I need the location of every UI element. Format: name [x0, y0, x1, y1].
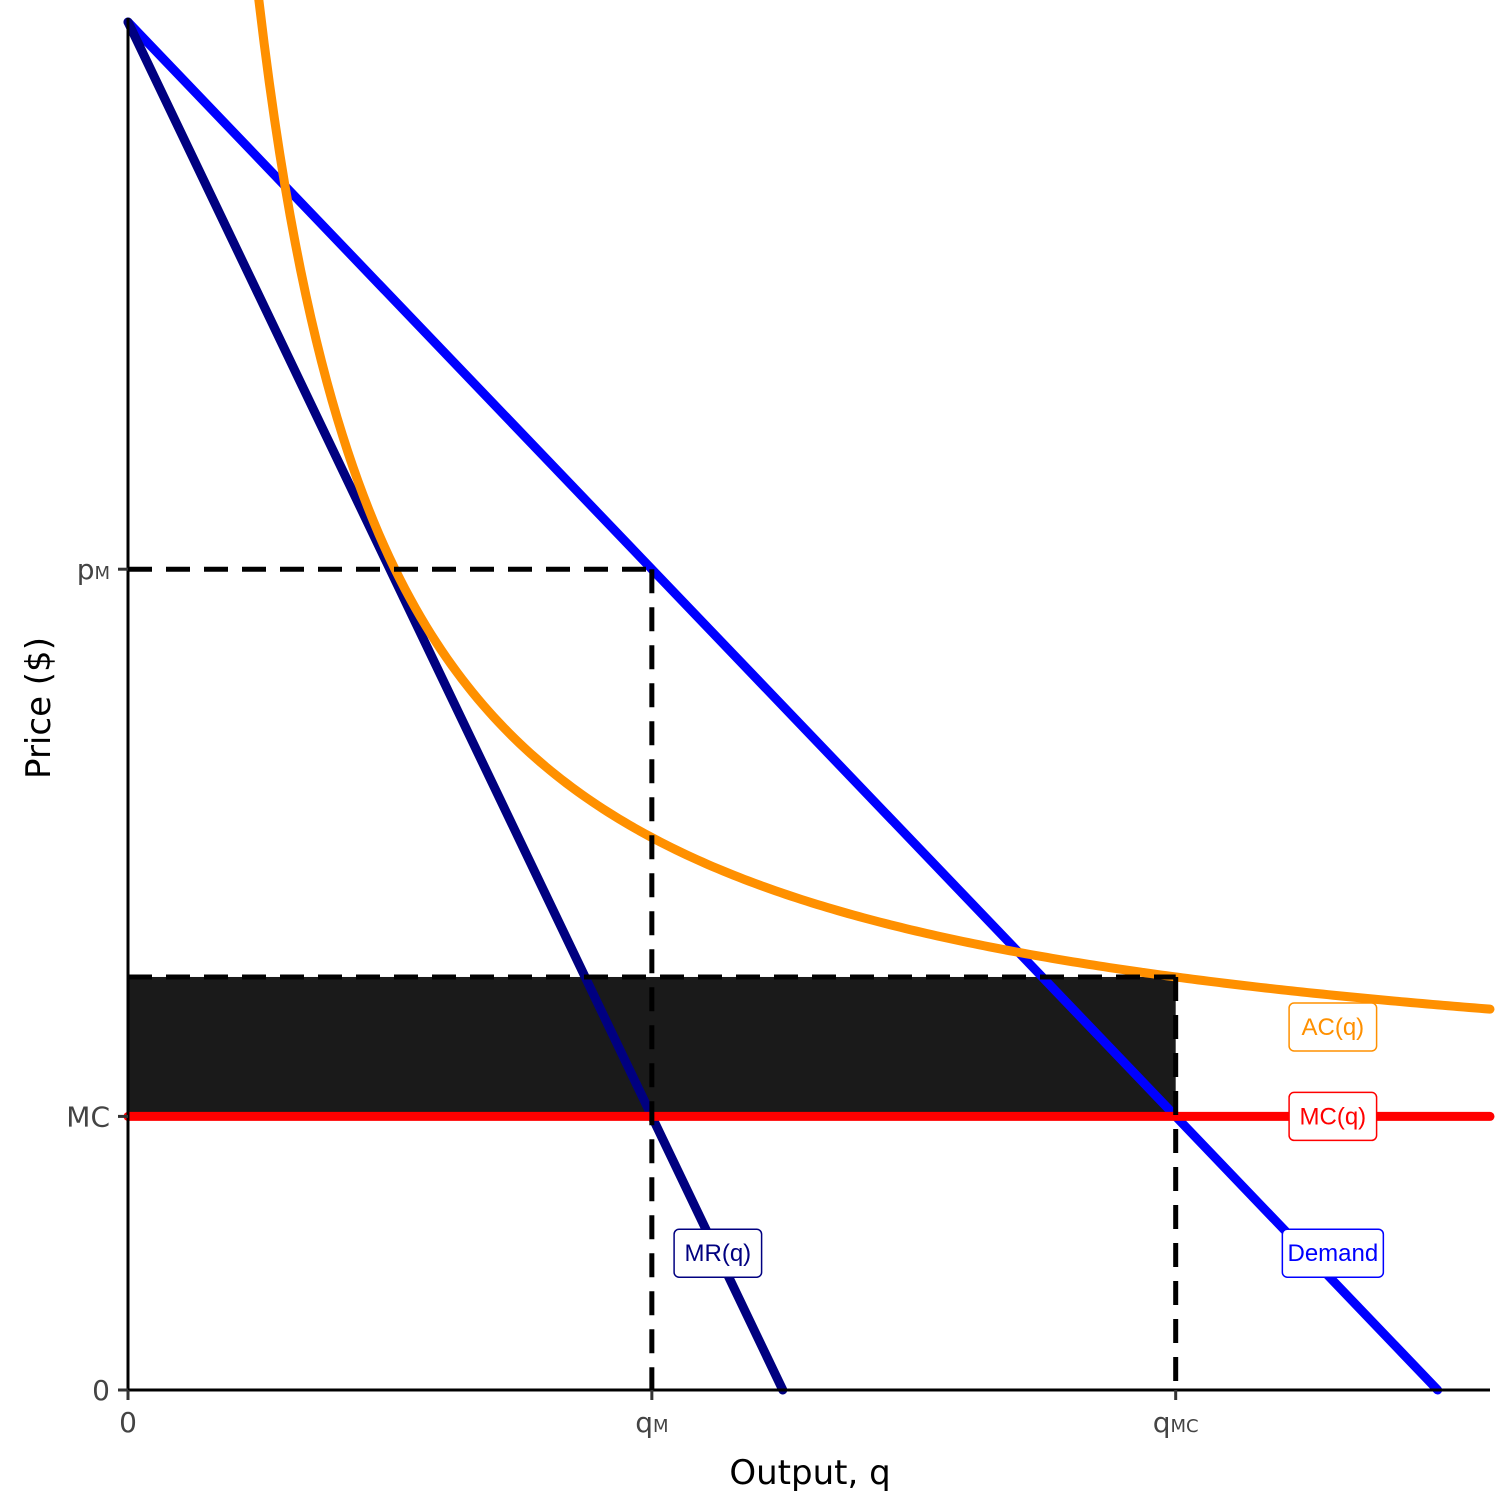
y-tick-pm-label: pM [77, 553, 110, 586]
x-tick-qm-label: qM [635, 1406, 668, 1439]
label-ac-q-text: AC(q) [1302, 1014, 1365, 1041]
label-mr-q-box [673, 1228, 763, 1278]
label-mc-q-box [1288, 1091, 1378, 1142]
label-ac-q: AC(q) [1288, 1002, 1378, 1052]
label-demand: Demand [1281, 1228, 1385, 1278]
label-mr-q: MR(q) [673, 1228, 763, 1278]
label-ac-q-box [1288, 1002, 1378, 1052]
series-mr-q-line [123, 17, 788, 1395]
x-axis-title: Output, q [729, 1453, 890, 1493]
x-tick-qmc-label: qMC [1153, 1406, 1199, 1439]
y-axis-title: Price ($) [19, 637, 59, 779]
x-tick-qmc-label-subscript: MC [1171, 1416, 1199, 1437]
series-ac-q-line [254, 0, 1495, 1014]
label-mc-q: MC(q) [1288, 1091, 1378, 1142]
label-mc-q-text: MC(q) [1300, 1103, 1367, 1130]
x-tick-0-label: 0 [119, 1406, 137, 1439]
series-demand-line [123, 17, 1443, 1395]
y-tick-0-label: 0 [92, 1374, 110, 1407]
label-demand-box [1281, 1228, 1385, 1278]
label-demand-text: Demand [1287, 1240, 1378, 1267]
label-mr-q-text: MR(q) [685, 1240, 752, 1267]
y-tick-pm-label-subscript: M [94, 563, 110, 584]
x-tick-qm-label-subscript: M [653, 1416, 669, 1437]
y-tick-mc-label: MC [66, 1100, 110, 1133]
